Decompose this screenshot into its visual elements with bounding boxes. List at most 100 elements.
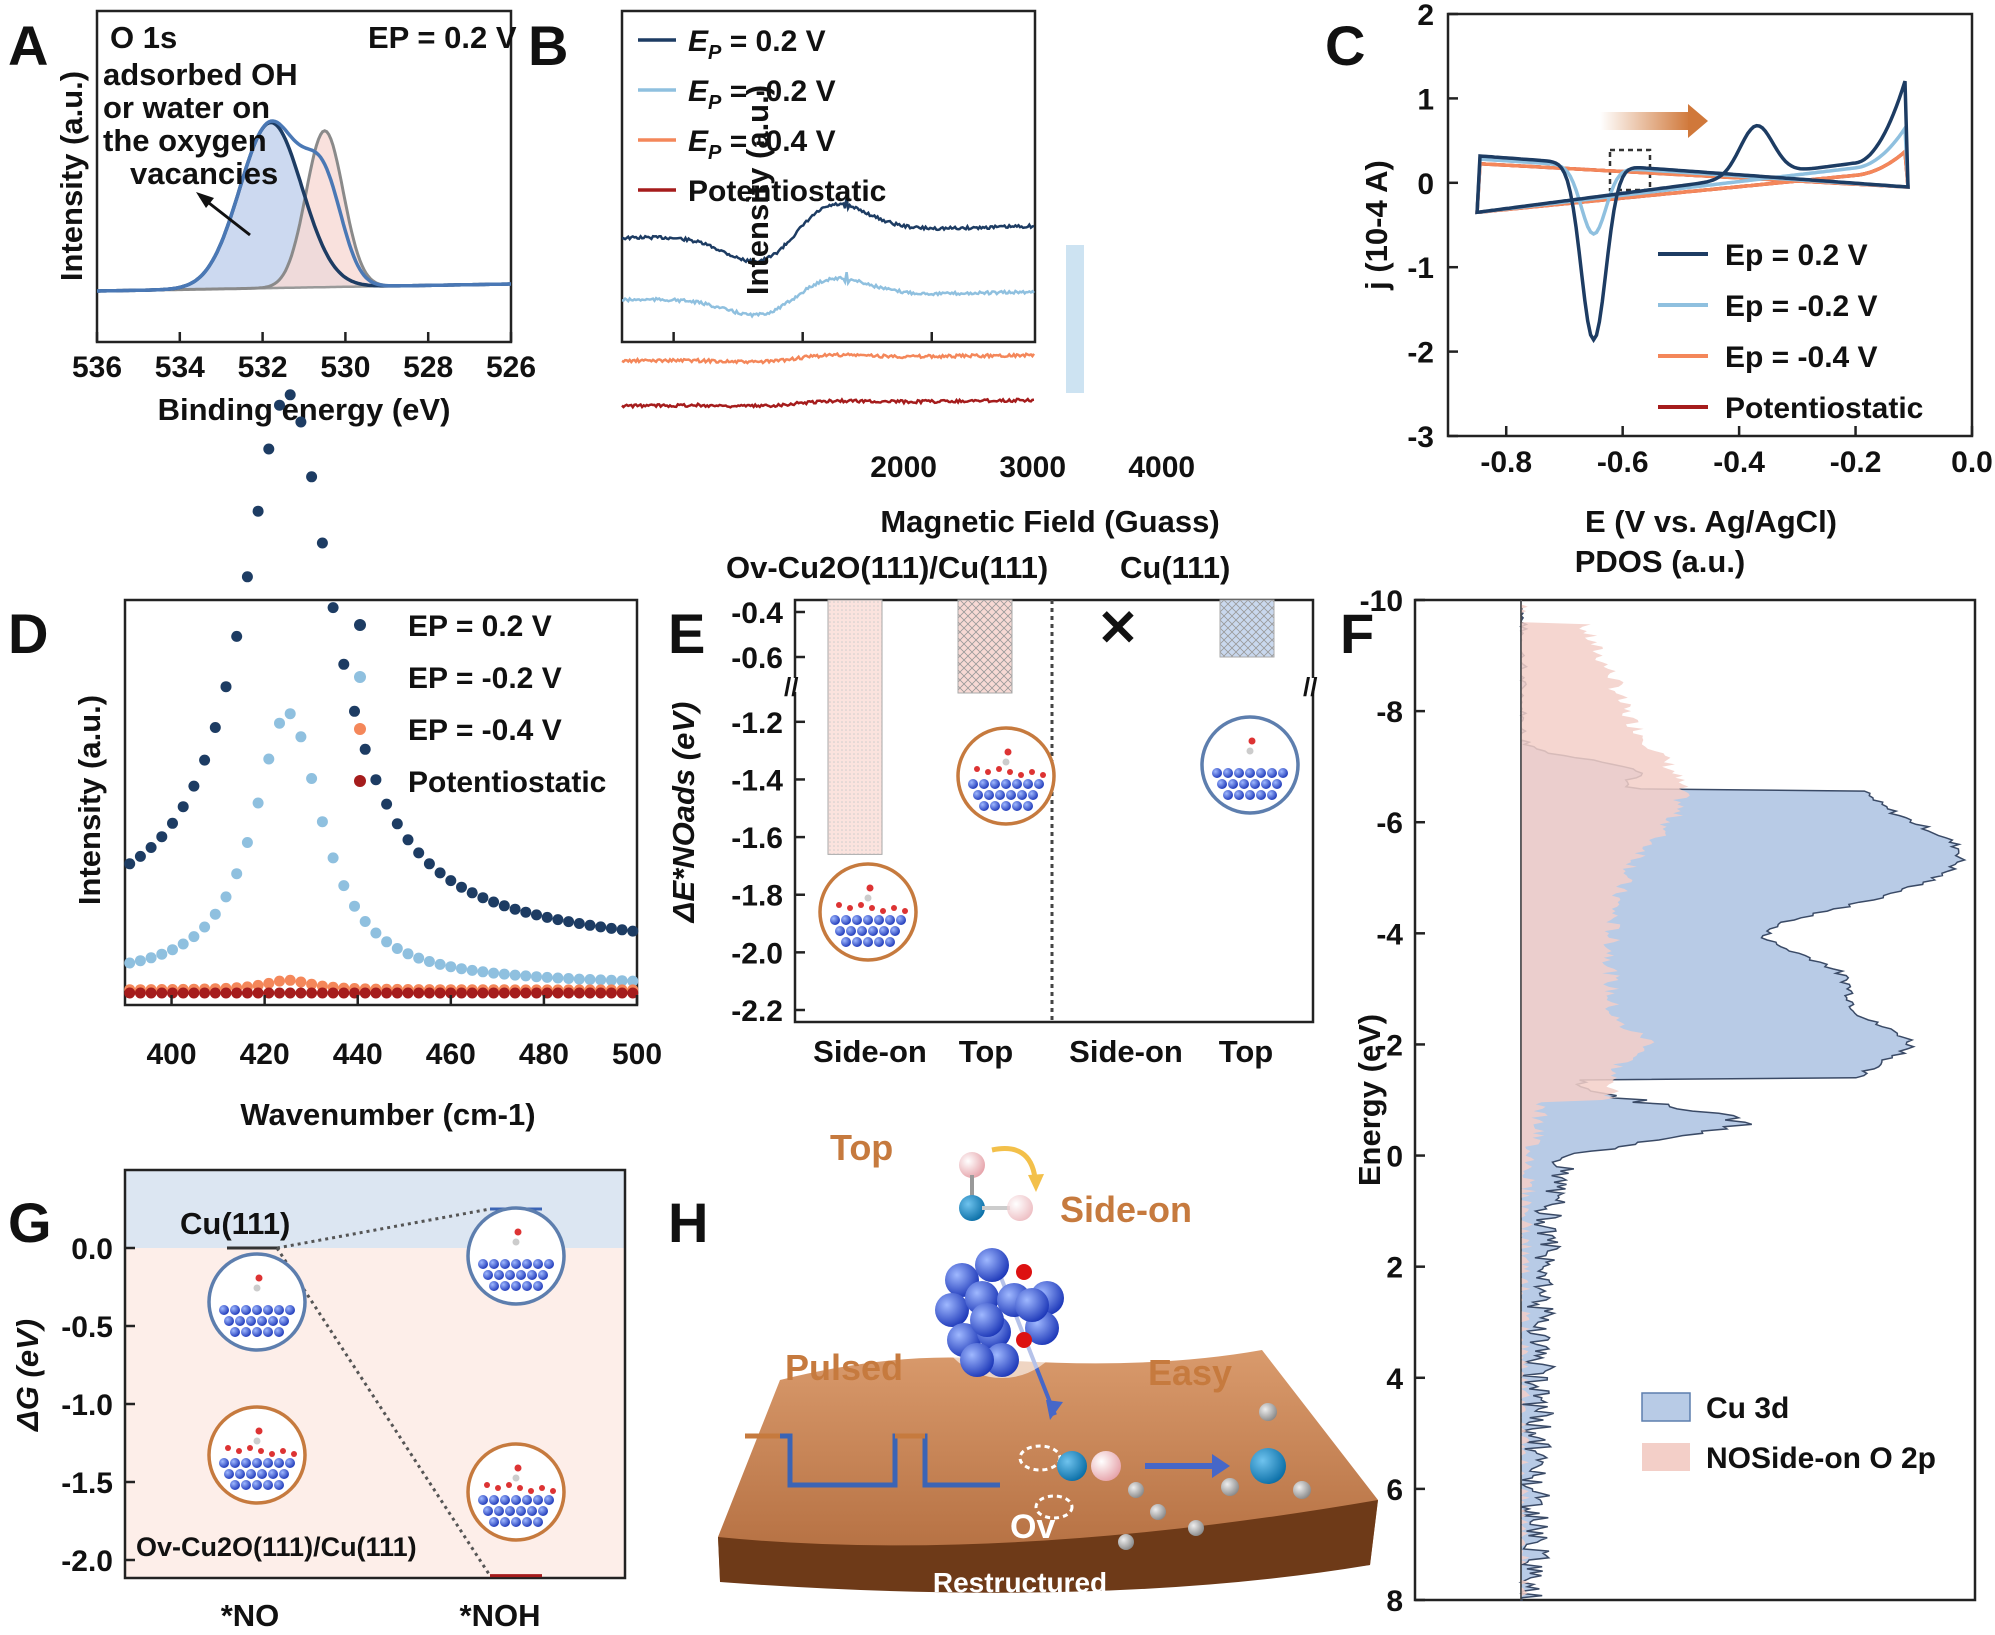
d-ylabel: Intensity (a.u.) xyxy=(72,695,107,905)
g-struct-4-cu xyxy=(500,1495,510,1505)
g-struct-4-cu xyxy=(533,1495,543,1505)
raman-point-3 xyxy=(402,987,414,999)
e-struct-3-cu xyxy=(1212,768,1222,778)
cv-loop-0 xyxy=(1475,80,1910,344)
xps-envelope xyxy=(97,119,511,293)
raman-point-1 xyxy=(413,952,425,964)
raman-point-0 xyxy=(231,630,243,642)
g-structure-circle-3 xyxy=(207,1405,307,1505)
e-struct-2-cu xyxy=(1023,801,1033,811)
a-xtick-label: 530 xyxy=(320,351,370,384)
raman-point-3 xyxy=(531,987,542,999)
raman-point-0 xyxy=(434,867,446,879)
raman-point-3 xyxy=(199,987,211,999)
g-struct-4-cu xyxy=(500,1517,510,1527)
g-series-label-1: Cu(111) xyxy=(180,1206,290,1241)
g-struct-2-cu xyxy=(527,1270,537,1280)
c-ytick-label: -1 xyxy=(1407,252,1434,285)
raman-point-1 xyxy=(605,974,617,986)
e-ytick-label: -1.8 xyxy=(731,880,783,913)
h-cluster-pointer-head xyxy=(1046,1400,1063,1420)
raman-point-1 xyxy=(156,948,168,960)
a-annotation-line-1: adsorbed OH xyxy=(103,57,298,92)
g-structure-circle-1 xyxy=(207,1252,307,1352)
h-h-atom-1 xyxy=(1128,1482,1144,1498)
e-ytick-label: -1.4 xyxy=(731,764,783,797)
f-ytick-label: 8 xyxy=(1386,1585,1403,1618)
g-struct-3-cu xyxy=(246,1469,256,1479)
raman-point-0 xyxy=(413,847,425,859)
raman-point-3 xyxy=(391,987,403,999)
raman-point-0 xyxy=(349,705,360,717)
h-ov-label: Ov xyxy=(1010,1508,1055,1546)
annotation-arrowhead xyxy=(196,192,214,208)
g-struct-3-cu xyxy=(235,1469,245,1479)
raman-point-3 xyxy=(563,987,575,999)
panel-label-a: A xyxy=(8,14,48,77)
pulse-waveform-blue xyxy=(745,1433,1000,1488)
e-struct-1-o xyxy=(847,905,853,911)
plot-frame-a xyxy=(95,9,513,344)
c-xlabel: E (V vs. Ag/AgCl) xyxy=(1585,504,1837,539)
raman-point-1 xyxy=(349,900,360,912)
g-series-label-2: Ov-Cu2O(111)/Cu(111) xyxy=(136,1532,417,1562)
raman-point-3 xyxy=(584,987,596,999)
e-struct-2-o xyxy=(974,766,980,772)
panel-label-e: E xyxy=(668,602,705,665)
cluster-cu-atom xyxy=(975,1248,1009,1282)
g-struct-3-o xyxy=(280,1448,286,1454)
g-struct-2-cu xyxy=(533,1281,543,1291)
a-title-left: O 1s xyxy=(110,20,177,55)
e-struct-2-cu xyxy=(990,779,1000,789)
e-struct-3-cu xyxy=(1267,768,1277,778)
raman-point-3 xyxy=(124,987,136,999)
g-struct-2-cu xyxy=(511,1281,521,1291)
g-struct-3-cu xyxy=(257,1469,267,1479)
g-struct-2-cu xyxy=(544,1259,554,1269)
e-struct-1-cu xyxy=(857,926,867,936)
raman-point-1 xyxy=(477,966,489,978)
c-xtick-label: -0.2 xyxy=(1830,446,1882,479)
g-struct-3-cu xyxy=(252,1480,262,1490)
raman-point-0 xyxy=(370,774,382,786)
e-atoms xyxy=(830,737,1288,947)
e-structure-circle-1 xyxy=(818,862,918,962)
g-structure-circle-2 xyxy=(466,1206,566,1306)
f-legend-text-2: NOSide-on O 2p xyxy=(1706,1442,1936,1475)
e-struct-1-o xyxy=(858,902,864,908)
g-struct-1-cu xyxy=(274,1327,284,1337)
g-struct-2-cu xyxy=(533,1259,543,1269)
e-cat-3: Side-on xyxy=(1069,1034,1183,1069)
g-struct-3-cu xyxy=(268,1469,278,1479)
f-ytick-label: -8 xyxy=(1376,696,1403,729)
cluster-cu-atom xyxy=(985,1343,1019,1377)
epr-line-1 xyxy=(621,271,1035,319)
raman-point-1 xyxy=(241,837,253,848)
legend-text-potentiostatic: Potentiostatic xyxy=(688,175,886,208)
e-cat-4: Top xyxy=(1219,1034,1274,1069)
g-struct-4-cu xyxy=(538,1506,548,1516)
raman-point-1 xyxy=(434,958,446,970)
raman-point-3 xyxy=(327,987,339,999)
raman-point-1 xyxy=(402,948,414,960)
g-atoms xyxy=(219,1228,556,1527)
g-struct-4-o-ads xyxy=(514,1464,522,1472)
e-struct-1-cu xyxy=(841,915,851,925)
g-struct-1-cu xyxy=(263,1327,273,1337)
raman-point-0 xyxy=(199,754,211,766)
g-struct-2-cu xyxy=(516,1270,526,1280)
cluster-cu-atom xyxy=(935,1293,969,1327)
f-y-ticks: -10 -8 -6 -4 -2 0 2 4 6 8 xyxy=(1360,585,1425,1618)
a-xtick-label: 536 xyxy=(72,351,122,384)
raman-point-1 xyxy=(167,944,178,956)
g-struct-4-cu xyxy=(516,1506,526,1516)
raman-point-0 xyxy=(241,571,253,583)
raman-point-3 xyxy=(413,987,425,999)
c-legend: Ep = 0.2 V Ep = -0.2 V Ep = -0.4 V Poten… xyxy=(1658,239,1923,425)
peak-lattice-fill xyxy=(97,130,511,291)
h-restructured-label: Restructured xyxy=(933,1567,1107,1598)
raman-point-1 xyxy=(199,921,211,933)
e-ytick-label: -0.4 xyxy=(731,597,783,630)
a-annotation-line-3: the oxygen xyxy=(103,123,267,158)
raman-point-0 xyxy=(306,471,318,483)
